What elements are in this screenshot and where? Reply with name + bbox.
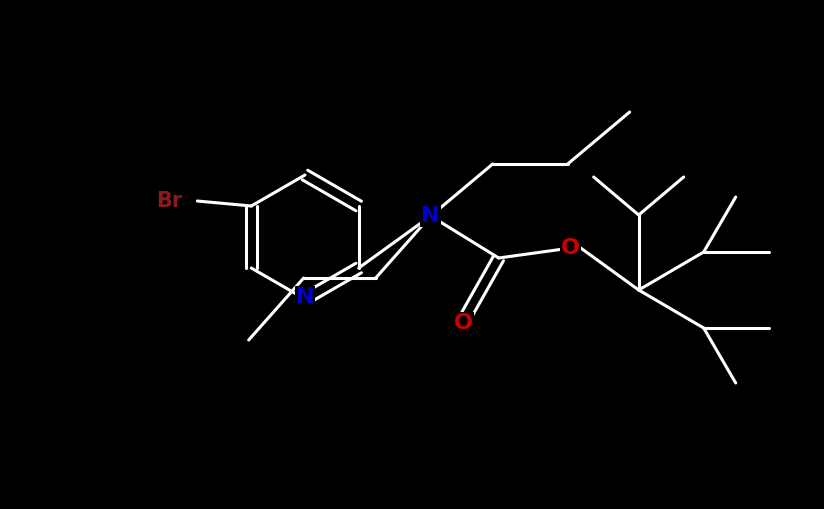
Text: Br: Br bbox=[157, 191, 182, 211]
Text: O: O bbox=[561, 238, 580, 258]
Text: O: O bbox=[454, 313, 473, 333]
Text: N: N bbox=[421, 206, 440, 226]
Text: N: N bbox=[296, 287, 314, 307]
